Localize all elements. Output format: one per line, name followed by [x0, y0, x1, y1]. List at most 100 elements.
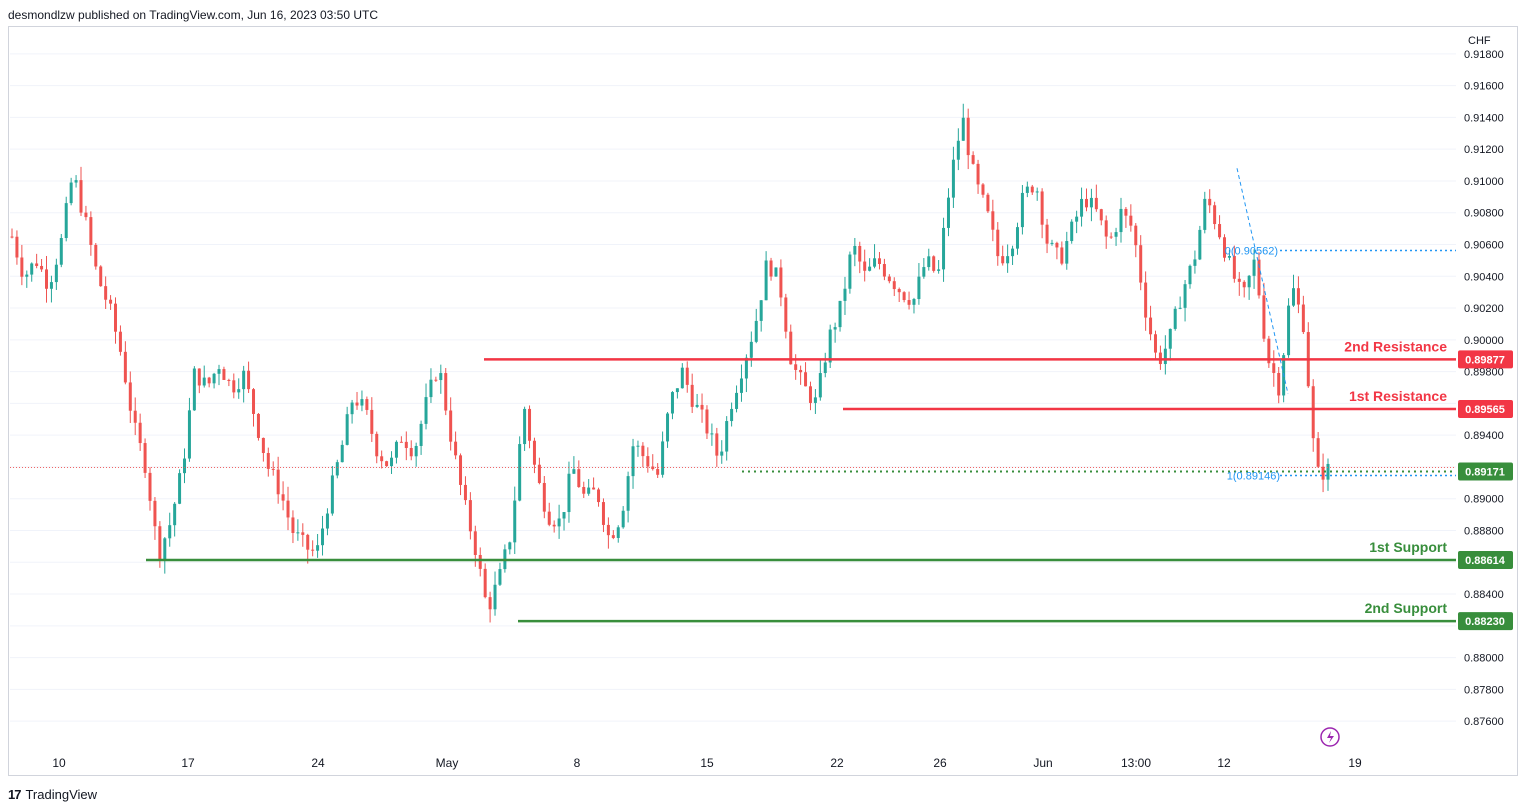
candle-body [646, 456, 650, 467]
candle-body [774, 267, 778, 277]
candle-body [380, 456, 384, 462]
candle-body [128, 382, 132, 411]
candle-body [1237, 278, 1241, 282]
candle-body [217, 369, 221, 374]
candle-body [202, 377, 206, 386]
candle-body [1262, 295, 1266, 339]
candle-body [399, 441, 403, 443]
candle-body [1153, 334, 1157, 353]
candle-body [1311, 386, 1315, 439]
candle-body [10, 236, 14, 238]
candle-body [971, 155, 975, 164]
candle-body [454, 441, 458, 456]
candle-body [473, 531, 477, 555]
candles [10, 103, 1330, 623]
candle-body [1011, 248, 1015, 257]
candle-body [912, 299, 916, 305]
candle-body [45, 269, 49, 289]
candle-body [833, 327, 837, 330]
candle-body [877, 258, 881, 265]
y-tick-label: 0.89400 [1464, 430, 1504, 442]
candle-body [715, 433, 719, 456]
candle-body [414, 445, 418, 457]
candle-body [749, 341, 753, 358]
candle-body [1001, 256, 1005, 264]
candle-body [799, 369, 803, 373]
chart-frame[interactable] [8, 26, 1518, 776]
candle-body [404, 441, 408, 448]
candle-body [385, 461, 389, 467]
candle-body [769, 260, 773, 277]
candle-body [808, 386, 812, 403]
candle-body [212, 373, 216, 384]
price-badge [1458, 612, 1513, 631]
candle-body [508, 542, 512, 550]
candle-body [296, 532, 300, 534]
price-badge-label: 0.88614 [1465, 555, 1506, 567]
candle-body [1015, 227, 1019, 249]
axis-currency-label: CHF [1468, 35, 1491, 47]
candle-body [1040, 191, 1044, 225]
candle-body [1218, 224, 1222, 238]
candle-body [1060, 247, 1064, 264]
candle-body [779, 267, 783, 298]
y-tick-label: 0.88000 [1464, 653, 1504, 665]
candle-body [572, 469, 576, 474]
candle-body [902, 292, 906, 301]
candle-body [897, 289, 901, 293]
candle-body [365, 399, 369, 410]
candle-body [542, 482, 546, 512]
y-tick-label: 0.89800 [1464, 367, 1504, 379]
candle-body [680, 367, 684, 389]
candle-body [69, 182, 73, 204]
candle-body [449, 410, 453, 442]
candle-body [922, 267, 926, 277]
x-tick-label: 8 [574, 756, 581, 770]
candle-body [463, 484, 467, 501]
level-name-label: 1st Resistance [1349, 388, 1447, 404]
candle-body [710, 433, 714, 435]
price-badge-label: 0.89877 [1465, 354, 1505, 366]
candle-body [1035, 191, 1039, 193]
x-tick-label: 13:00 [1121, 756, 1151, 770]
candle-body [340, 444, 344, 463]
candle-body [192, 368, 196, 411]
candle-body [917, 276, 921, 300]
candle-body [1070, 221, 1074, 242]
candle-body [951, 159, 955, 198]
publisher-header: desmondlzw published on TradingView.com,… [8, 8, 379, 22]
candle-body [370, 409, 374, 434]
candle-body [232, 380, 236, 393]
candle-body [64, 203, 68, 239]
candle-body [1119, 208, 1123, 233]
candle-body [537, 464, 541, 483]
candle-body [1198, 229, 1202, 260]
candle-body [419, 423, 423, 446]
candle-body [1045, 224, 1049, 244]
candle-body [700, 404, 704, 410]
x-tick-label: 15 [700, 756, 714, 770]
candle-body [794, 364, 798, 370]
candle-body [848, 254, 852, 289]
candle-body [892, 281, 896, 290]
candle-body [488, 597, 492, 610]
y-tick-label: 0.87600 [1464, 716, 1504, 728]
candle-body [123, 351, 127, 383]
candle-body [261, 437, 265, 454]
candle-body [54, 264, 58, 283]
y-tick-label: 0.89000 [1464, 494, 1504, 506]
candle-body [1084, 198, 1088, 208]
candle-body [1109, 236, 1113, 238]
candle-body [1301, 304, 1305, 333]
candle-body [887, 276, 891, 282]
candle-body [335, 462, 339, 476]
candle-body [907, 300, 911, 305]
candle-body [187, 410, 191, 459]
candle-body [863, 261, 867, 271]
candle-body [587, 487, 591, 494]
candle-body [873, 258, 877, 267]
candle-body [311, 549, 315, 551]
candle-body [828, 329, 832, 363]
footer-brand[interactable]: 17 TradingView [8, 787, 97, 802]
